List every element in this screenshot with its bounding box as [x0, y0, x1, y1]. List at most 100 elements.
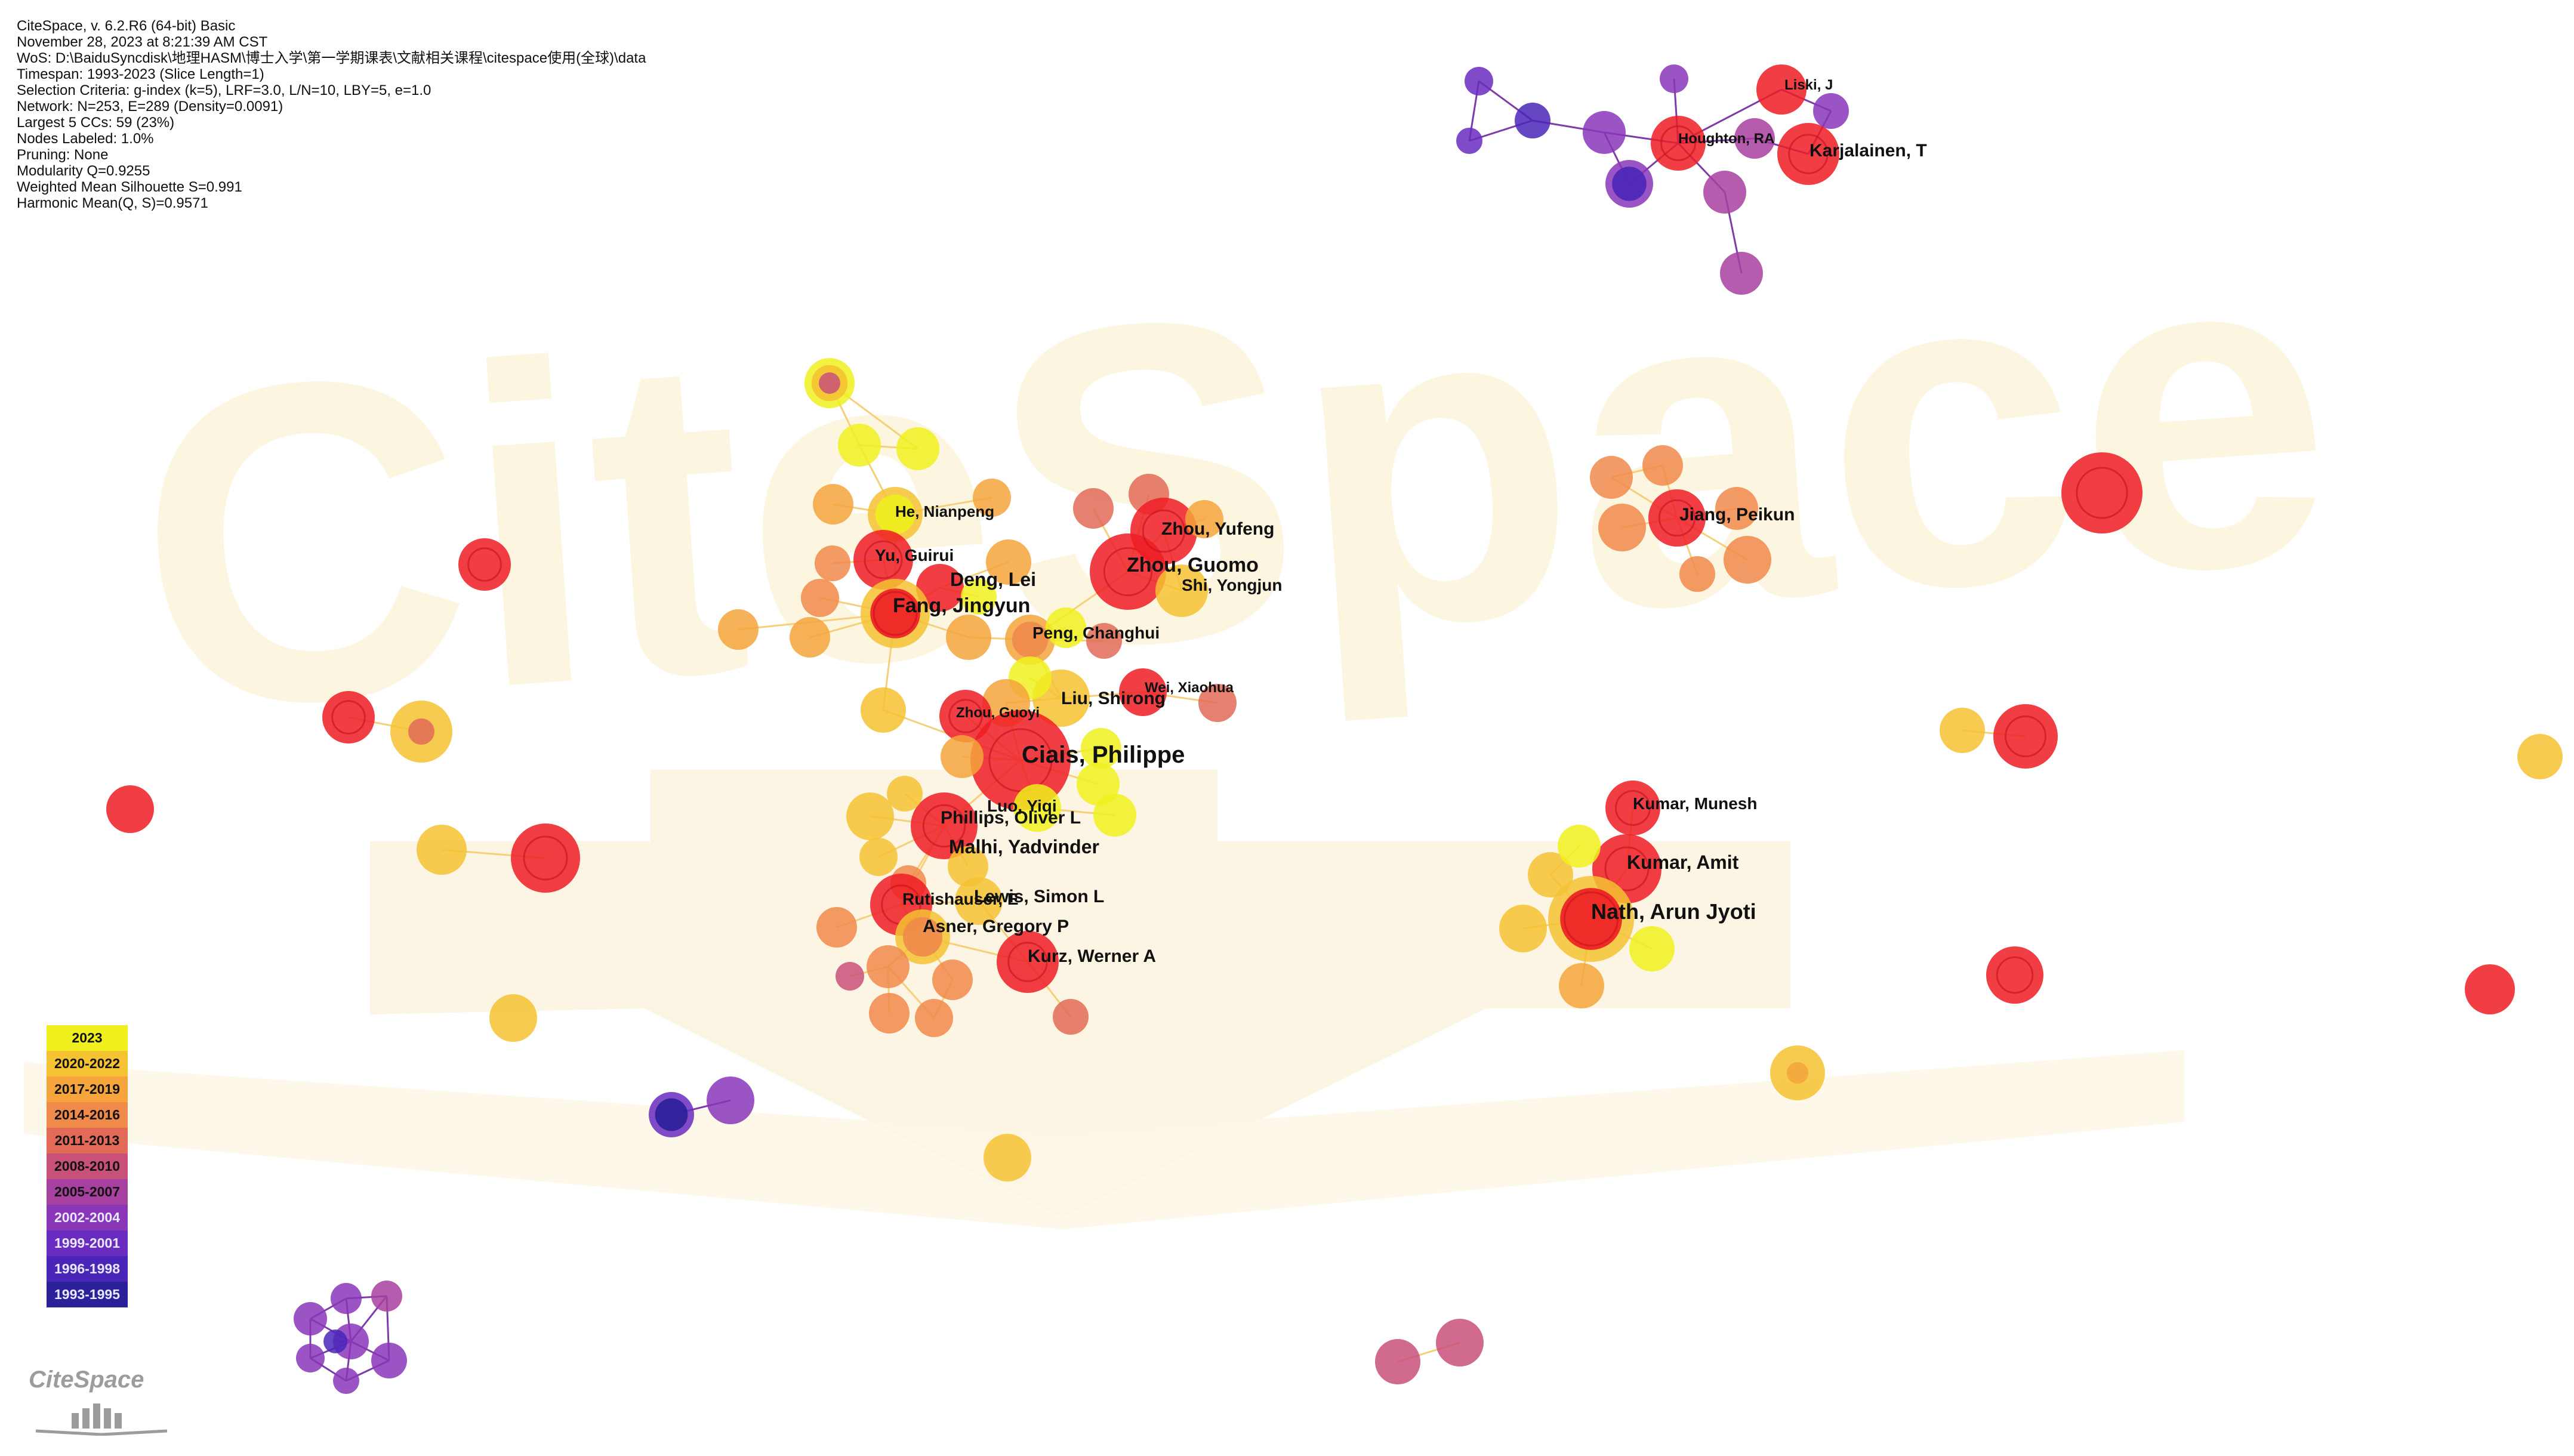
node-tree-ring [331, 700, 366, 735]
network-node [1583, 111, 1626, 154]
network-node [819, 372, 840, 394]
network-node [1499, 905, 1547, 952]
network-node [1679, 556, 1715, 592]
info-line: Largest 5 CCs: 59 (23%) [17, 115, 175, 131]
network-node [1777, 123, 1839, 185]
node-tree-ring [467, 547, 502, 582]
legend-row: 2002-2004 [47, 1205, 128, 1230]
legend-row: 2008-2010 [47, 1153, 128, 1179]
network-node [955, 877, 1003, 925]
node-tree-ring [1007, 942, 1048, 982]
network-node [1734, 118, 1775, 159]
network-node [1660, 64, 1688, 93]
network-node [911, 792, 978, 859]
network-node [1986, 946, 2043, 1004]
network-node [322, 691, 375, 744]
network-node [1787, 1062, 1808, 1084]
legend-row: 1993-1995 [47, 1282, 128, 1307]
info-line: Harmonic Mean(Q, S)=0.9571 [17, 195, 208, 211]
network-node [870, 588, 920, 638]
network-node [331, 1283, 362, 1314]
info-line: Nodes Labeled: 1.0% [17, 131, 154, 147]
citespace-logo: CiteSpace [24, 1366, 173, 1438]
node-label: He, Nianpeng [895, 502, 994, 520]
network-node [1046, 607, 1086, 648]
network-node [813, 484, 853, 525]
network-node [417, 825, 467, 875]
info-line: Selection Criteria: g-index (k=5), LRF=3… [17, 82, 431, 98]
network-node [902, 917, 943, 957]
network-node [1629, 926, 1675, 971]
network-node [294, 1302, 327, 1335]
year-legend: 2023 2020-2022 2017-2019 2014-2016 2011-2013… [47, 1025, 128, 1307]
node-label: Kurz, Werner A [1028, 946, 1156, 966]
network-node [1155, 564, 1208, 617]
network-node [1185, 500, 1223, 538]
nodes-layer [106, 64, 2563, 1394]
network-node [916, 564, 964, 612]
network-node [896, 427, 939, 470]
watermark-book [370, 770, 1790, 1217]
network-node [816, 907, 857, 948]
network-node [707, 1076, 754, 1124]
node-label: Karjalainen, T [1809, 141, 1927, 161]
network-node [1053, 999, 1089, 1035]
node-label: Asner, Gregory P [923, 917, 1069, 936]
info-line: Pruning: None [17, 147, 109, 163]
network-node [836, 962, 864, 991]
network-node [1940, 708, 1985, 753]
node-label: Luo, Yiqi [987, 797, 1057, 815]
node-tree-ring [2005, 715, 2046, 757]
network-node [371, 1343, 407, 1378]
network-node [790, 617, 830, 658]
network-node [815, 545, 850, 581]
network-node [1456, 128, 1482, 154]
network-node [946, 615, 991, 660]
node-tree-ring [1788, 134, 1829, 174]
node-label: Peng, Changhui [1032, 624, 1160, 642]
network-node [846, 792, 894, 840]
network-node [2517, 734, 2563, 779]
network-node [1590, 456, 1633, 499]
network-node [1375, 1339, 1420, 1384]
network-node [1093, 794, 1136, 837]
node-tree-ring [2076, 467, 2128, 519]
node-tree-ring [1658, 499, 1696, 537]
node-tree-ring [873, 591, 918, 636]
network-node [1013, 784, 1061, 832]
network-node [1598, 504, 1646, 551]
network-node [1515, 103, 1550, 138]
network-node [458, 538, 511, 591]
node-label: Rutishauser, E [902, 890, 1019, 908]
info-line: Modularity Q=0.9255 [17, 163, 150, 179]
node-tree-ring [1614, 789, 1651, 826]
info-line: WoS: D:\BaiduSyncdisk\地理HASM\博士入学\第一学期课表… [17, 50, 646, 66]
logo-text: CiteSpace [29, 1366, 144, 1393]
network-node [408, 718, 434, 745]
node-label: Malhi, Yadvinder [949, 836, 1099, 857]
node-tree-ring [523, 835, 568, 881]
node-label: Deng, Lei [950, 569, 1036, 590]
network-node [853, 530, 913, 590]
network-node [2465, 964, 2515, 1014]
node-label: Kumar, Amit [1627, 852, 1739, 873]
network-node [655, 1098, 688, 1131]
network-node [997, 931, 1059, 993]
network-node [1073, 488, 1114, 529]
node-tree-ring [948, 699, 983, 733]
node-label: Kumar, Munesh [1633, 794, 1757, 813]
node-label: Phillips, Oliver L [941, 808, 1081, 828]
node-label: Liu, Shirong [1061, 689, 1166, 708]
node-tree-ring [922, 804, 966, 848]
network-node [1559, 963, 1604, 1008]
network-node [867, 945, 910, 988]
network-node [1756, 64, 1807, 115]
info-line: Weighted Mean Silhouette S=0.991 [17, 179, 242, 195]
network-node [1086, 623, 1122, 659]
network-node [2061, 452, 2143, 533]
labels-layer: Ciais, Philippe Zhou, Guomo Zhou, Yufeng Sh… [875, 77, 1927, 966]
network-node [371, 1281, 402, 1312]
node-tree-ring [1563, 891, 1619, 947]
node-tree-ring [864, 540, 903, 579]
